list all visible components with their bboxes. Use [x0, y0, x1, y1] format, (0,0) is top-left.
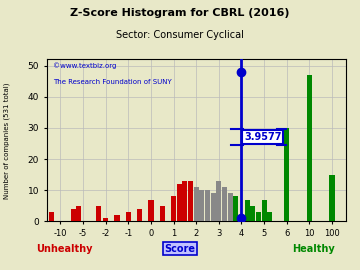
Bar: [76, 206, 81, 221]
Bar: [137, 209, 142, 221]
Bar: [216, 181, 221, 221]
Bar: [103, 218, 108, 221]
Bar: [159, 206, 165, 221]
Text: 3.9577: 3.9577: [244, 132, 282, 142]
Bar: [250, 206, 255, 221]
Bar: [188, 181, 193, 221]
Text: Sector: Consumer Cyclical: Sector: Consumer Cyclical: [116, 30, 244, 40]
Bar: [199, 190, 204, 221]
Bar: [95, 206, 101, 221]
Text: ©www.textbiz.org: ©www.textbiz.org: [53, 63, 116, 69]
Text: Number of companies (531 total): Number of companies (531 total): [4, 82, 10, 199]
Bar: [233, 197, 238, 221]
Bar: [211, 193, 216, 221]
Text: Score: Score: [165, 244, 195, 254]
Bar: [194, 187, 199, 221]
Bar: [177, 184, 182, 221]
Bar: [222, 187, 227, 221]
Bar: [71, 209, 77, 221]
Text: Z-Score Histogram for CBRL (2016): Z-Score Histogram for CBRL (2016): [70, 8, 290, 18]
Bar: [148, 200, 153, 221]
Bar: [256, 212, 261, 221]
Bar: [49, 212, 54, 221]
Bar: [182, 181, 188, 221]
Bar: [329, 175, 335, 221]
Bar: [284, 128, 289, 221]
Text: The Research Foundation of SUNY: The Research Foundation of SUNY: [53, 79, 171, 85]
Bar: [239, 215, 244, 221]
Bar: [126, 212, 131, 221]
Bar: [261, 200, 267, 221]
Bar: [171, 197, 176, 221]
Bar: [228, 193, 233, 221]
Bar: [267, 212, 273, 221]
Text: Unhealthy: Unhealthy: [37, 244, 93, 254]
Text: Healthy: Healthy: [292, 244, 334, 254]
Bar: [307, 75, 312, 221]
Bar: [244, 200, 250, 221]
Bar: [205, 190, 210, 221]
Bar: [114, 215, 120, 221]
